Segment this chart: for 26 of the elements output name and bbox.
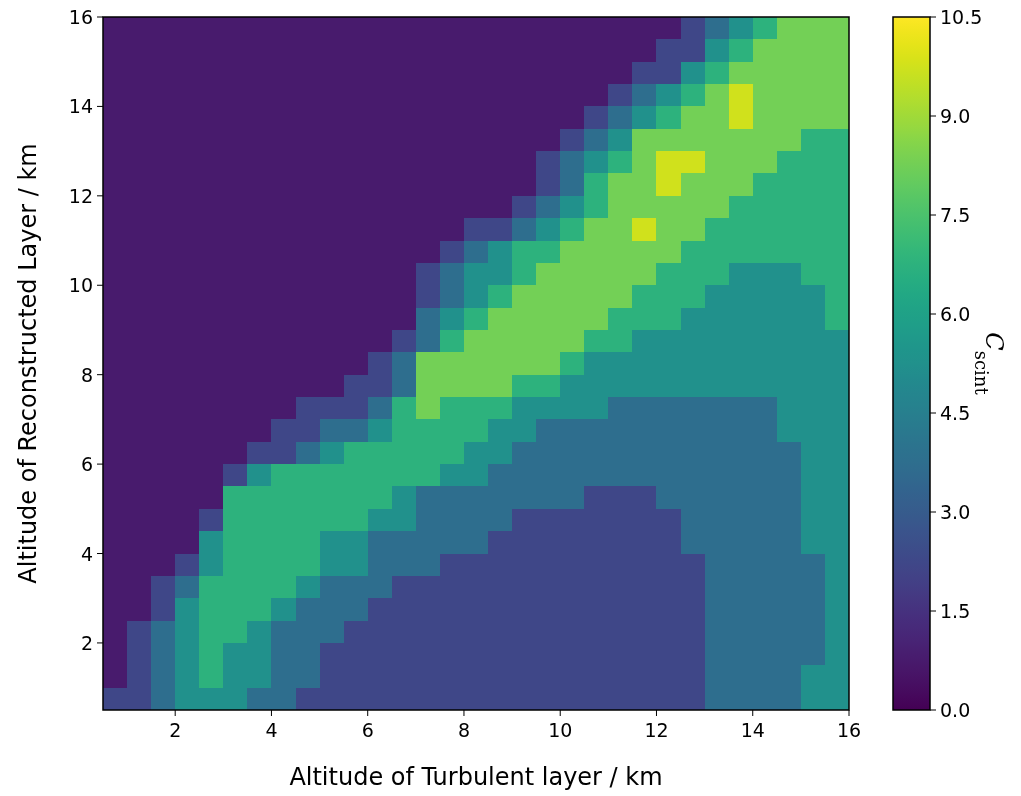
y-tick-label: 10 [68,274,93,297]
y-tick-label: 12 [68,184,93,207]
color-bar-label: 4.5 [940,402,971,424]
x-tick-label: 8 [457,719,471,741]
color-bar-label: 10.5 [940,6,983,28]
x-axis-title: Altitude of Turbulent layer / km [289,763,663,791]
x-tick-label: 10 [548,719,573,741]
x-tick-label: 12 [644,719,669,741]
color-bar-label: 1.5 [940,600,971,622]
color-bar-label: 9.0 [940,105,971,127]
x-tick-label: 6 [361,719,374,741]
y-tick-label: 8 [80,363,93,386]
x-tick-label: 2 [169,719,182,741]
y-tick-label: 16 [68,6,93,28]
color-bar-label: 7.5 [940,204,971,226]
x-tick-label: 16 [836,719,862,741]
y-tick-label: 2 [80,631,93,654]
y-tick-label: 6 [80,453,93,476]
x-tick-label: 4 [265,719,278,741]
x-tick-label: 14 [740,719,765,741]
y-tick-label: 14 [68,95,93,118]
y-axis-title: Altitude of Reconstructed Layer / km [14,143,42,584]
y-tick-label: 4 [80,542,93,565]
color-bar-label: 6.0 [940,303,971,325]
color-bar-label: 0.0 [940,699,971,721]
color-bar-label: 3.0 [940,501,971,523]
